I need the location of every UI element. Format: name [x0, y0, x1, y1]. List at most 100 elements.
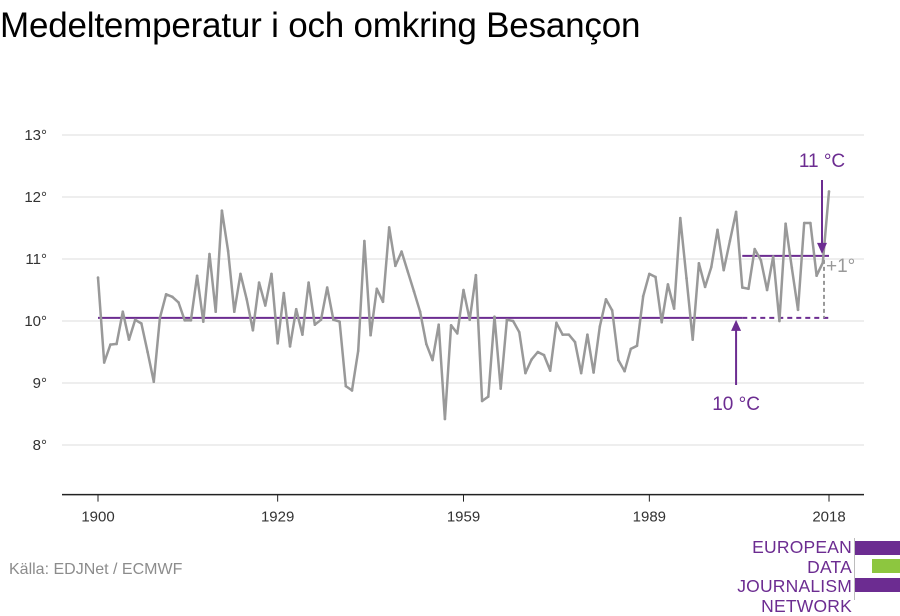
- y-tick-label-8: 8°: [33, 437, 47, 454]
- data-point-2003: [735, 211, 738, 214]
- y-tick-label-9: 9°: [33, 375, 47, 392]
- x-tick-label-1959: 1959: [447, 509, 480, 526]
- data-point-1993: [673, 307, 676, 310]
- data-point-1989: [648, 273, 651, 276]
- data-point-2011: [784, 222, 787, 225]
- data-point-1942: [357, 349, 360, 352]
- data-point-2014: [803, 222, 806, 225]
- data-point-1969: [524, 372, 527, 375]
- data-point-1930: [283, 292, 286, 295]
- logo-bar-1: [855, 541, 900, 555]
- x-tick-label-2018: 2018: [812, 509, 845, 526]
- data-point-1925: [252, 329, 255, 332]
- data-point-1983: [611, 309, 614, 312]
- data-point-1912: [171, 296, 174, 299]
- data-point-1956: [444, 418, 447, 421]
- data-point-1940: [344, 385, 347, 388]
- data-point-1947: [388, 226, 391, 229]
- data-point-1992: [667, 283, 670, 286]
- data-point-1971: [537, 351, 540, 354]
- data-point-1959: [462, 289, 465, 292]
- data-point-1910: [159, 317, 162, 320]
- data-point-1953: [425, 343, 428, 346]
- data-point-1998: [704, 286, 707, 289]
- logo-text: EUROPEAN DATA JOURNALISM NETWORK: [700, 538, 852, 616]
- data-point-1946: [382, 300, 385, 303]
- data-point-2018: [828, 190, 831, 193]
- data-point-2005: [747, 287, 750, 290]
- y-tick-label-13: 13°: [24, 127, 47, 144]
- arrow-11c-head: [817, 243, 827, 254]
- data-point-1915: [190, 319, 193, 322]
- data-point-1913: [177, 301, 180, 304]
- data-point-1958: [456, 332, 459, 335]
- data-point-1901: [103, 361, 106, 364]
- data-point-1916: [196, 274, 199, 277]
- data-point-1905: [128, 338, 131, 341]
- logo-line-3: NETWORK: [700, 597, 852, 616]
- annotation-10c: 10 °C: [712, 394, 760, 415]
- data-point-1981: [598, 325, 601, 328]
- data-point-1985: [623, 370, 626, 373]
- data-point-1980: [592, 371, 595, 374]
- data-point-1972: [543, 354, 546, 357]
- data-point-2008: [766, 289, 769, 292]
- data-point-1904: [121, 310, 124, 313]
- data-point-2000: [716, 229, 719, 232]
- data-point-2001: [722, 269, 725, 272]
- arrow-10c-head: [731, 320, 741, 331]
- data-point-1964: [493, 315, 496, 318]
- x-tick-label-1929: 1929: [261, 509, 294, 526]
- data-point-1934: [307, 281, 310, 284]
- data-point-1988: [642, 295, 645, 298]
- data-point-2012: [791, 266, 794, 269]
- logo-line-2: DATA JOURNALISM: [700, 558, 852, 597]
- y-tick-label-10: 10°: [24, 313, 47, 330]
- data-point-1994: [679, 217, 682, 220]
- data-point-1933: [301, 333, 304, 336]
- data-point-1963: [487, 395, 490, 398]
- data-point-1977: [574, 341, 577, 344]
- data-point-1937: [326, 286, 329, 289]
- data-point-1943: [363, 240, 366, 243]
- source-note: Källa: EDJNet / ECMWF: [9, 561, 182, 579]
- data-point-1931: [289, 345, 292, 348]
- data-point-1903: [115, 343, 118, 346]
- data-point-2010: [778, 320, 781, 323]
- data-point-1917: [202, 320, 205, 323]
- data-point-1900: [97, 276, 100, 279]
- data-point-1996: [691, 338, 694, 341]
- data-point-1918: [208, 253, 211, 256]
- data-point-1986: [629, 348, 632, 351]
- data-point-1979: [586, 333, 589, 336]
- data-point-1961: [475, 274, 478, 277]
- data-point-1995: [685, 277, 688, 280]
- data-point-1927: [264, 304, 267, 307]
- data-point-1991: [660, 321, 663, 324]
- data-point-1960: [468, 318, 471, 321]
- data-point-1928: [270, 273, 273, 276]
- y-tick-label-12: 12°: [24, 189, 47, 206]
- annotation-11c: 11 °C: [799, 151, 845, 172]
- data-point-1997: [698, 262, 701, 265]
- data-point-1975: [561, 333, 564, 336]
- data-point-1973: [549, 369, 552, 372]
- annotation-plus-one: +1°: [826, 256, 855, 277]
- series-layer: [97, 190, 831, 420]
- data-point-2002: [729, 240, 732, 243]
- data-point-1951: [413, 290, 416, 293]
- data-point-1999: [710, 266, 713, 269]
- data-point-2007: [760, 259, 763, 262]
- logo-line-1: EUROPEAN: [700, 538, 852, 558]
- data-point-1907: [140, 322, 143, 325]
- data-point-1902: [109, 343, 112, 346]
- data-point-1932: [295, 308, 298, 311]
- data-point-1978: [580, 372, 583, 375]
- edjnet-logo: EUROPEAN DATA JOURNALISM NETWORK: [700, 538, 900, 600]
- data-point-1968: [518, 331, 521, 334]
- data-point-1945: [375, 287, 378, 290]
- y-tick-label-11: 11°: [25, 251, 47, 268]
- data-point-1955: [437, 323, 440, 326]
- data-point-1920: [221, 209, 224, 212]
